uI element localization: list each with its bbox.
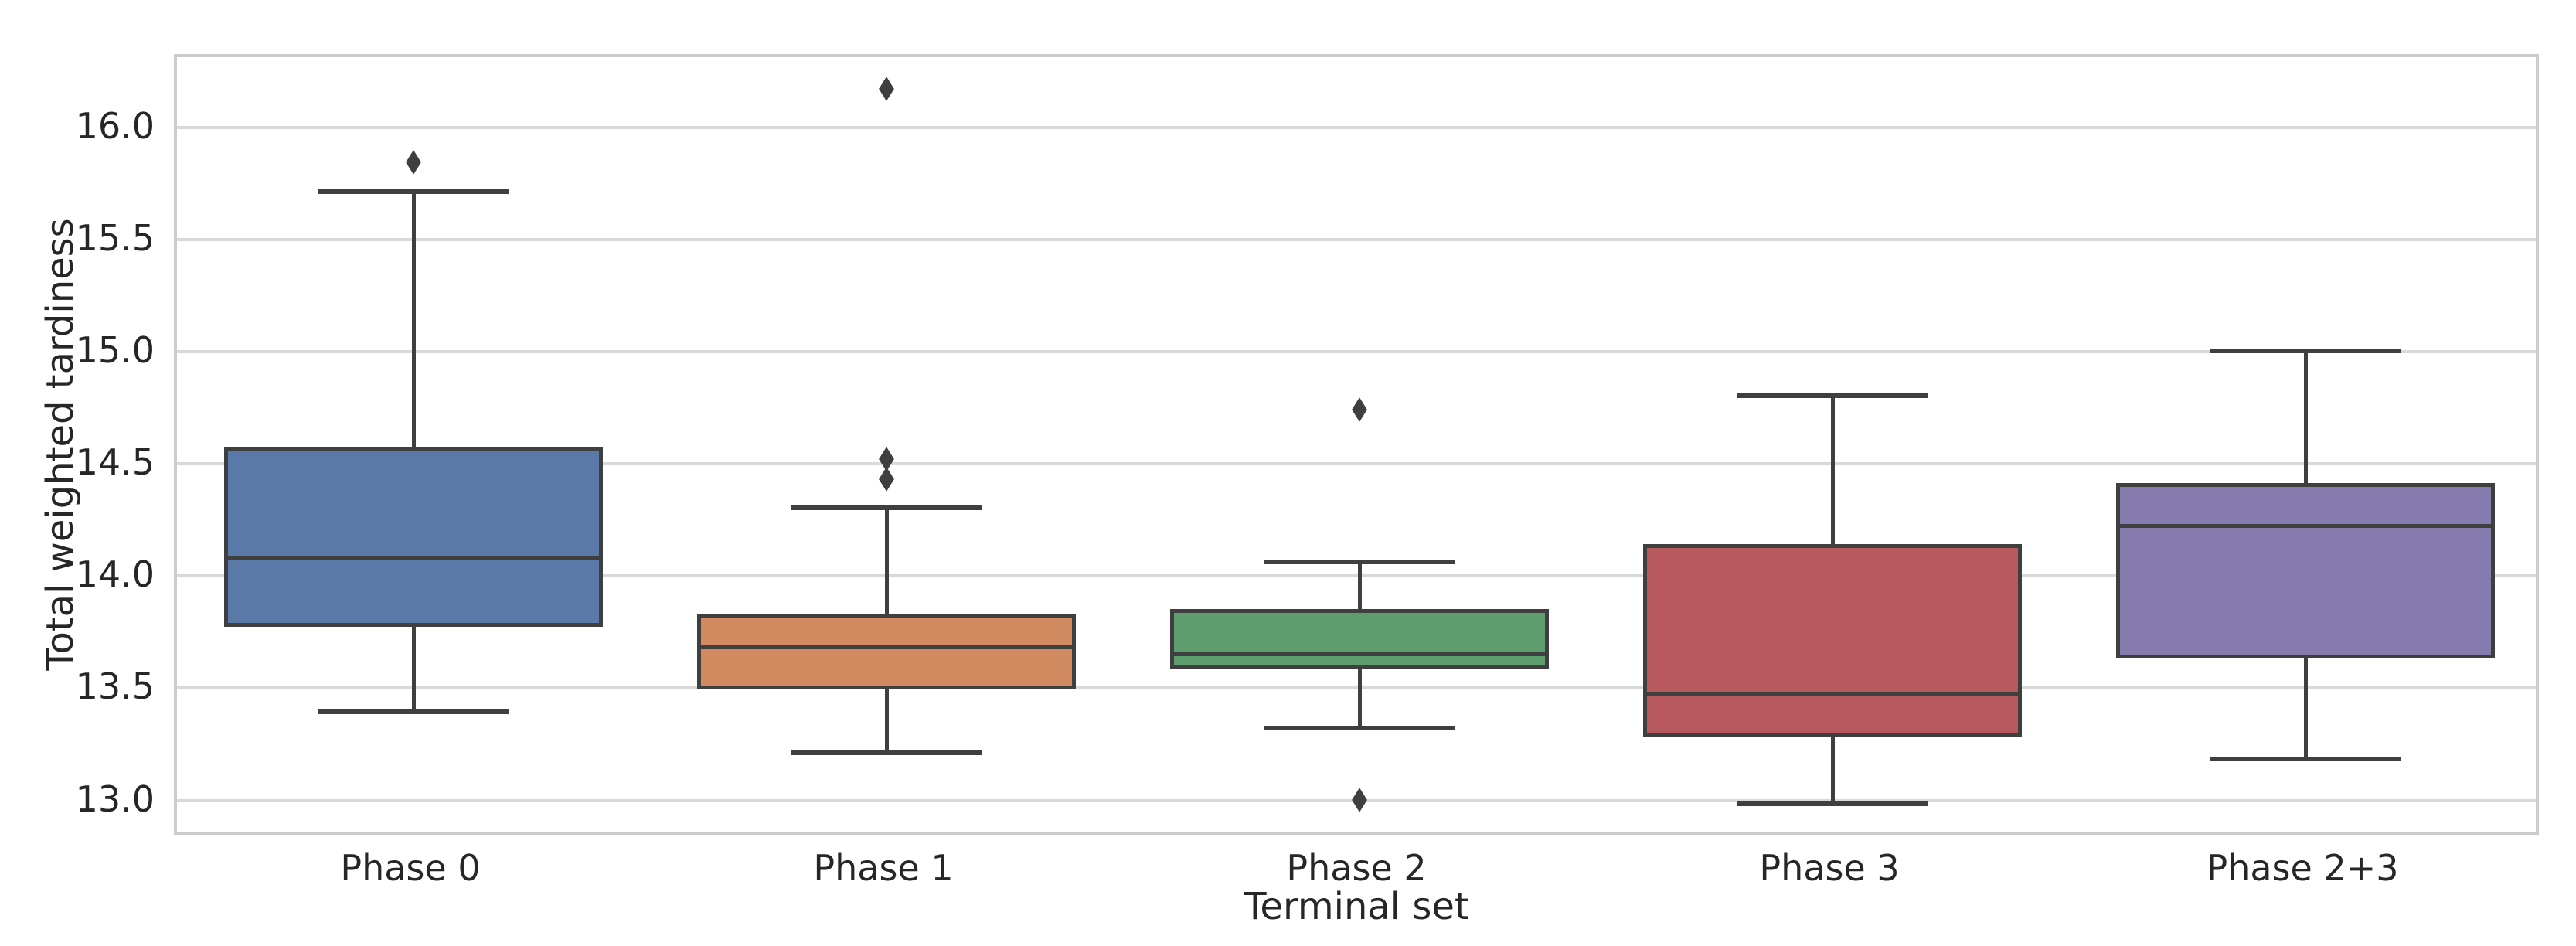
- y-tick-label: 13.0: [75, 778, 155, 820]
- whisker-upper: [2304, 351, 2308, 484]
- whisker-lower: [1831, 737, 1835, 805]
- whisker-cap-upper: [318, 189, 509, 195]
- x-axis-label: Terminal set: [1244, 885, 1469, 928]
- iqr-box: [224, 447, 603, 628]
- whisker-upper: [1831, 396, 1835, 544]
- outlier-marker: [879, 446, 894, 471]
- whisker-cap-upper: [791, 505, 982, 511]
- whisker-lower: [885, 689, 889, 753]
- whisker-upper: [885, 508, 889, 614]
- x-tick-label: Phase 1: [813, 847, 954, 889]
- whisker-upper: [1358, 562, 1362, 609]
- x-tick-label: Phase 0: [340, 847, 481, 889]
- whisker-lower: [412, 627, 416, 713]
- gridline: [177, 574, 2536, 578]
- outlier-marker: [879, 76, 894, 101]
- x-tick-label: Phase 2: [1286, 847, 1427, 889]
- y-tick-label: 16.0: [75, 104, 155, 147]
- gridline: [177, 125, 2536, 129]
- whisker-cap-lower: [791, 750, 982, 755]
- outlier-marker: [1352, 787, 1367, 812]
- median-line: [228, 555, 599, 560]
- gridline: [177, 350, 2536, 354]
- y-tick-label: 13.5: [75, 665, 155, 708]
- y-tick-label: 14.0: [75, 553, 155, 596]
- whisker-cap-lower: [318, 710, 509, 715]
- iqr-box: [1170, 608, 1549, 670]
- whisker-cap-lower: [1264, 725, 1455, 730]
- outlier-marker: [1352, 396, 1367, 422]
- plot-area: [174, 54, 2539, 835]
- gridline: [177, 237, 2536, 241]
- median-line: [1174, 652, 1545, 656]
- iqr-box: [2116, 483, 2495, 658]
- median-line: [2120, 524, 2491, 529]
- x-tick-label: Phase 3: [1759, 847, 1900, 889]
- whisker-cap-upper: [2210, 349, 2401, 354]
- whisker-cap-upper: [1737, 393, 1928, 399]
- whisker-cap-lower: [1737, 801, 1928, 807]
- x-tick-label: Phase 2+3: [2206, 847, 2399, 889]
- whisker-cap-lower: [2210, 757, 2401, 762]
- y-tick-label: 15.5: [75, 216, 155, 259]
- gridline: [177, 462, 2536, 466]
- gridline: [177, 686, 2536, 690]
- y-tick-label: 15.0: [75, 329, 155, 372]
- whisker-lower: [2304, 658, 2308, 760]
- whisker-upper: [412, 192, 416, 447]
- median-line: [701, 645, 1072, 649]
- median-line: [1647, 692, 2018, 696]
- iqr-box: [1643, 543, 2022, 737]
- outlier-marker: [406, 150, 421, 175]
- whisker-lower: [1358, 669, 1362, 728]
- y-tick-label: 14.5: [75, 441, 155, 484]
- iqr-box: [697, 613, 1076, 690]
- whisker-cap-upper: [1264, 560, 1455, 565]
